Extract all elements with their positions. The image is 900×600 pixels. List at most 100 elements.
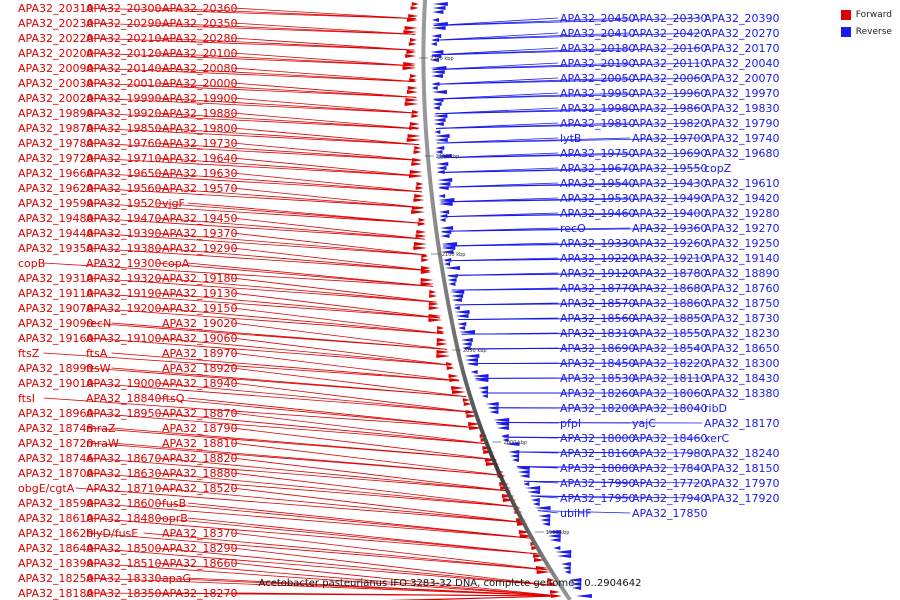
reverse-gene-arrow bbox=[434, 134, 450, 138]
forward-gene-label: APA32_19010 bbox=[18, 377, 93, 390]
forward-connector bbox=[88, 232, 427, 256]
reverse-gene-arrow bbox=[444, 266, 460, 270]
forward-gene-arrow bbox=[536, 570, 551, 574]
reverse-gene-label: APA32_19430 bbox=[632, 177, 707, 190]
reverse-gene-arrow bbox=[430, 54, 442, 58]
reverse-gene-arrow bbox=[453, 306, 460, 310]
forward-connector bbox=[156, 157, 421, 177]
legend-reverse-label: Reverse bbox=[855, 26, 892, 37]
reverse-connector bbox=[496, 422, 703, 424]
forward-gene-arrow bbox=[405, 54, 417, 58]
reverse-gene-label: APA32_18560 bbox=[560, 312, 635, 325]
forward-connector bbox=[156, 142, 421, 161]
forward-gene-label: APA32_19110 bbox=[18, 287, 93, 300]
reverse-gene-arrow bbox=[435, 150, 443, 154]
forward-connector bbox=[156, 397, 482, 429]
reverse-gene-arrow bbox=[441, 250, 454, 254]
forward-gene-label: APA32_19060 bbox=[162, 332, 237, 345]
reverse-gene-arrow bbox=[431, 34, 442, 38]
forward-gene-arrow bbox=[414, 242, 428, 246]
reverse-connector bbox=[468, 362, 703, 365]
reverse-gene-label: APA32_18730 bbox=[704, 312, 779, 325]
reverse-gene-label: APA32_18220 bbox=[632, 357, 707, 370]
reverse-gene-arrow bbox=[434, 130, 441, 134]
reverse-gene-arrow bbox=[495, 422, 510, 426]
forward-gene-label: APA32_19090 bbox=[18, 317, 93, 330]
reverse-gene-label: APA32_19950 bbox=[560, 87, 635, 100]
forward-connector bbox=[156, 517, 541, 555]
reverse-gene-arrow bbox=[436, 170, 445, 174]
reverse-gene-label: APA32_17970 bbox=[704, 477, 779, 490]
reverse-connector bbox=[433, 77, 703, 85]
reverse-gene-arrow bbox=[440, 230, 452, 234]
reverse-gene-label: APA32_19490 bbox=[632, 192, 707, 205]
forward-gene-label: APA32_18510 bbox=[86, 557, 161, 570]
forward-gene-label: vjgF bbox=[162, 197, 185, 210]
reverse-gene-arrow bbox=[560, 562, 571, 566]
reverse-gene-label: APA32_18040 bbox=[632, 402, 707, 415]
forward-gene-label: APA32_20280 bbox=[162, 32, 237, 45]
genome-backbone bbox=[421, 0, 572, 600]
reverse-gene-arrow bbox=[433, 118, 446, 122]
forward-gene-label: APA32_19990 bbox=[86, 92, 161, 105]
tick-label: 2150 kbp bbox=[436, 154, 460, 160]
reverse-gene-arrow bbox=[444, 262, 451, 266]
forward-gene-arrow bbox=[409, 170, 423, 174]
forward-gene-arrow bbox=[446, 366, 455, 370]
reverse-gene-arrow bbox=[502, 438, 509, 442]
reverse-gene-arrow bbox=[439, 218, 446, 222]
reverse-gene-label: APA32_19740 bbox=[704, 132, 779, 145]
reverse-gene-label: APA32_18260 bbox=[560, 387, 635, 400]
forward-gene-label: APA32_19290 bbox=[162, 242, 237, 255]
forward-connector bbox=[88, 187, 423, 208]
forward-gene-label: recN bbox=[86, 317, 111, 330]
forward-connector bbox=[88, 97, 418, 114]
reverse-gene-label: APA32_19860 bbox=[632, 102, 707, 115]
reverse-gene-label: APA32_19330 bbox=[560, 237, 635, 250]
forward-gene-label: fusB bbox=[162, 497, 186, 510]
reverse-gene-label: APA32_20050 bbox=[560, 72, 635, 85]
forward-gene-label: APA32_19160 bbox=[18, 332, 93, 345]
forward-gene-arrow bbox=[436, 354, 451, 358]
forward-connector bbox=[232, 427, 496, 460]
reverse-gene-arrow bbox=[534, 506, 551, 510]
reverse-gene-arrow bbox=[431, 86, 438, 90]
reverse-gene-label: APA32_18540 bbox=[632, 342, 707, 355]
forward-gene-arrow bbox=[411, 162, 423, 166]
reverse-gene-arrow bbox=[443, 258, 452, 262]
reverse-gene-arrow bbox=[523, 482, 530, 486]
forward-gene-label: ftsI bbox=[18, 392, 35, 405]
forward-gene-arrow bbox=[403, 30, 418, 34]
reverse-gene-arrow bbox=[441, 242, 458, 246]
forward-gene-arrow bbox=[533, 554, 544, 558]
forward-gene-arrow bbox=[420, 282, 435, 286]
forward-connector bbox=[88, 382, 474, 413]
reverse-gene-arrow bbox=[440, 226, 454, 230]
forward-connector bbox=[232, 217, 425, 240]
forward-connector bbox=[156, 52, 415, 67]
reverse-gene-label: APA32_19250 bbox=[704, 237, 779, 250]
reverse-gene-label: APA32_18850 bbox=[632, 312, 707, 325]
forward-gene-label: apaG bbox=[162, 572, 191, 585]
forward-gene-label: APA32_19320 bbox=[86, 272, 161, 285]
forward-gene-label: APA32_19850 bbox=[86, 122, 161, 135]
forward-connector bbox=[187, 517, 541, 555]
reverse-connector bbox=[451, 287, 703, 291]
forward-connector bbox=[88, 112, 419, 130]
reverse-gene-label: APA32_17920 bbox=[704, 492, 779, 505]
reverse-gene-arrow bbox=[485, 402, 499, 406]
reverse-gene-arrow bbox=[432, 98, 444, 102]
forward-gene-label: APA32_18180 bbox=[18, 587, 93, 600]
reverse-gene-label: pfpI bbox=[560, 417, 581, 430]
forward-connector bbox=[156, 262, 434, 287]
forward-connector bbox=[232, 292, 440, 319]
forward-gene-label: APA32_19720 bbox=[18, 152, 93, 165]
reverse-gene-arrow bbox=[519, 474, 530, 478]
reverse-gene-label: APA32_19960 bbox=[632, 87, 707, 100]
forward-connector bbox=[187, 397, 482, 429]
forward-connector bbox=[156, 412, 489, 445]
forward-gene-label: APA32_19130 bbox=[162, 287, 237, 300]
legend-forward-label: Forward bbox=[855, 9, 892, 20]
reverse-gene-label: APA32_18550 bbox=[632, 327, 707, 340]
reverse-gene-label: APA32_19270 bbox=[704, 222, 779, 235]
